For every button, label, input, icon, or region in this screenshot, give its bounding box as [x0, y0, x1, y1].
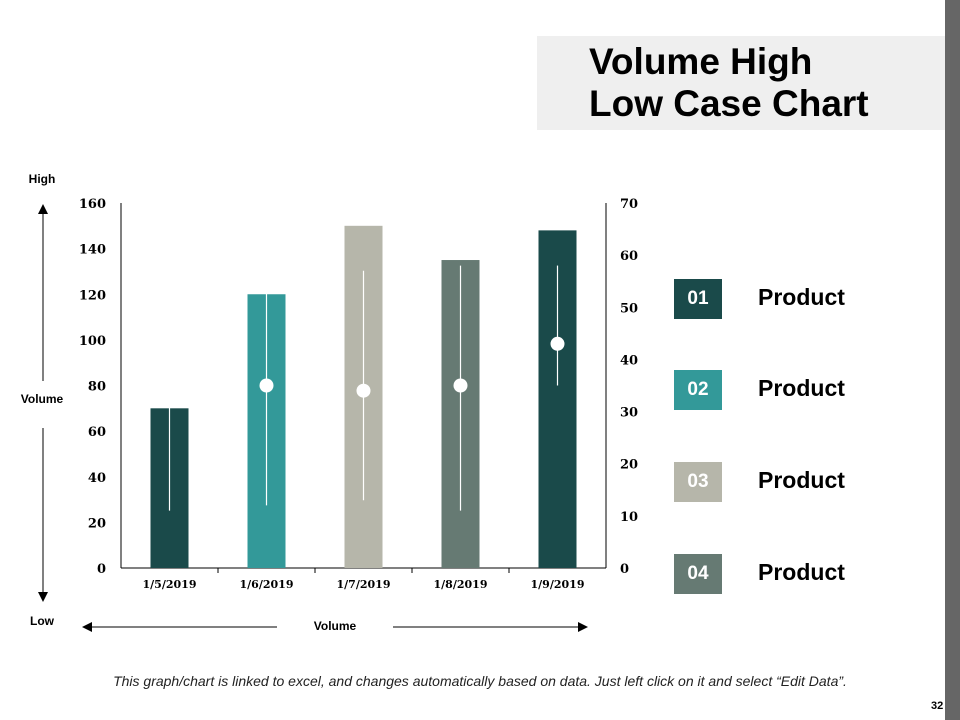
x-tick-label: 1/8/2019 — [434, 578, 488, 591]
y-left-tick-label: 0 — [97, 562, 106, 577]
y-left-tick-label: 80 — [88, 380, 106, 395]
y-left-tick-label: 160 — [79, 197, 106, 212]
y-right-tick-label: 20 — [620, 458, 638, 473]
y-left-tick-label: 60 — [88, 425, 106, 440]
title-panel: Volume High Low Case Chart — [537, 36, 945, 130]
high-label: High — [29, 172, 56, 186]
y-right-tick-label: 0 — [620, 562, 629, 577]
right-arrow-head — [578, 622, 588, 632]
page-number: 32 — [931, 700, 944, 712]
footnote: This graph/chart is linked to excel, and… — [113, 673, 847, 689]
close-marker — [259, 378, 274, 393]
y-left-tick-label: 40 — [88, 471, 106, 486]
legend-badge-02: 02 — [674, 370, 722, 410]
legend-badge-04: 04 — [674, 554, 722, 594]
y-left-tick-label: 140 — [79, 243, 106, 258]
volume-high-low-chart: 0 20 40 60 80 100 120 140 160 0 10 20 30 40 50 60 70 1/5/… — [21, 172, 638, 633]
x-tick-label: 1/7/2019 — [337, 578, 391, 591]
legend-label-01: Product — [758, 284, 845, 310]
low-label: Low — [30, 614, 55, 628]
legend-badge-01: 01 — [674, 279, 722, 319]
close-marker — [550, 336, 565, 351]
y-right-tick-label: 30 — [620, 406, 638, 421]
chart-plot-area: 0 20 40 60 80 100 120 140 160 0 10 20 30 40 50 60 70 1/5/… — [21, 172, 638, 633]
legend-label-02: Product — [758, 375, 845, 401]
legend-badge-03: 03 — [674, 462, 722, 502]
x-axis-title: Volume — [314, 619, 357, 633]
right-edge-bar — [945, 0, 960, 720]
up-arrow-head — [38, 204, 48, 214]
y-left-tick-label: 100 — [79, 334, 106, 349]
y-right-tick-label: 40 — [620, 353, 638, 368]
y-right-tick-label: 50 — [620, 301, 638, 316]
x-tick-label: 1/9/2019 — [531, 578, 585, 591]
close-marker — [356, 383, 371, 398]
down-arrow-head — [38, 592, 48, 602]
legend-label-03: Product — [758, 467, 845, 493]
close-marker — [453, 378, 468, 393]
y-right-tick-label: 60 — [620, 249, 638, 264]
page-title: Volume High Low Case Chart — [589, 41, 869, 124]
y-right-tick-label: 10 — [620, 510, 638, 525]
y-axis-title: Volume — [21, 392, 64, 406]
x-tick-label: 1/5/2019 — [143, 578, 197, 591]
left-arrow-head — [82, 622, 92, 632]
y-left-tick-label: 120 — [79, 288, 106, 303]
y-left-tick-label: 20 — [88, 516, 106, 531]
x-tick-label: 1/6/2019 — [240, 578, 294, 591]
y-right-tick-label: 70 — [620, 197, 638, 212]
legend-label-04: Product — [758, 559, 845, 585]
